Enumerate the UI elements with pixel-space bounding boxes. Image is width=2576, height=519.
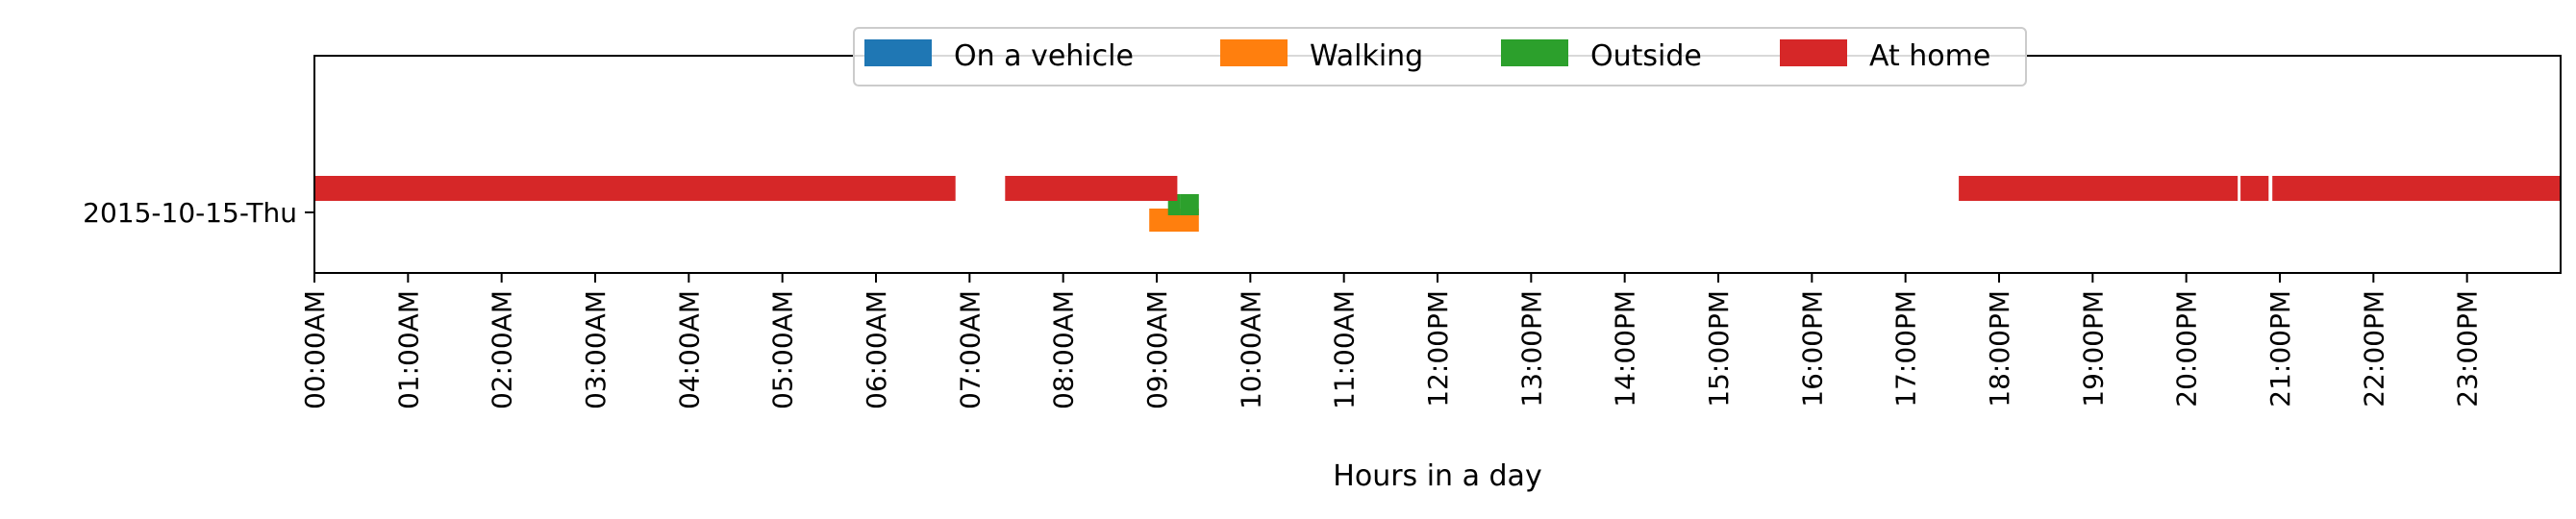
y-tick-label: 2015-10-15-Thu bbox=[83, 197, 297, 229]
bar-at-home-5 bbox=[2272, 176, 2561, 201]
x-tick-label-12: 12:00PM bbox=[1422, 290, 1454, 408]
x-tick-label-20: 20:00PM bbox=[2171, 290, 2203, 408]
x-tick-label-4: 04:00AM bbox=[673, 290, 705, 409]
x-tick-label-3: 03:00AM bbox=[580, 290, 612, 409]
x-axis-label: Hours in a day bbox=[1333, 459, 1541, 493]
x-tick-label-13: 13:00PM bbox=[1515, 290, 1547, 408]
legend-label-on-a-vehicle: On a vehicle bbox=[954, 39, 1134, 73]
x-tick-label-0: 00:00AM bbox=[299, 290, 331, 409]
x-tick-label-18: 18:00PM bbox=[1984, 290, 2015, 408]
x-tick-label-2: 02:00AM bbox=[487, 290, 518, 409]
x-tick-label-14: 14:00PM bbox=[1610, 290, 1641, 408]
x-tick-label-15: 15:00PM bbox=[1703, 290, 1735, 408]
bar-outside-2 bbox=[1180, 194, 1199, 215]
activity-bars bbox=[314, 176, 2561, 232]
y-axis: 2015-10-15-Thu bbox=[83, 197, 314, 229]
plot-frame bbox=[313, 55, 2562, 274]
legend-swatch-outside bbox=[1501, 39, 1568, 66]
bar-at-home-4 bbox=[2240, 176, 2269, 201]
x-tick-label-17: 17:00PM bbox=[1890, 290, 1922, 408]
legend-swatch-walking bbox=[1220, 39, 1288, 66]
x-tick-label-6: 06:00AM bbox=[861, 290, 892, 409]
x-tick-label-8: 08:00AM bbox=[1048, 290, 1080, 409]
bar-at-home-1 bbox=[314, 176, 956, 201]
bar-at-home-3 bbox=[1959, 176, 2238, 201]
legend-label-at-home: At home bbox=[1869, 39, 1990, 73]
x-tick-label-1: 01:00AM bbox=[392, 290, 424, 409]
x-tick-label-10: 10:00AM bbox=[1235, 290, 1266, 409]
x-tick-label-22: 22:00PM bbox=[2358, 290, 2389, 408]
legend-label-walking: Walking bbox=[1310, 39, 1423, 73]
x-tick-label-5: 05:00AM bbox=[767, 290, 799, 409]
x-tick-label-21: 21:00PM bbox=[2264, 290, 2296, 408]
legend-swatch-on-a-vehicle bbox=[864, 39, 932, 66]
x-tick-label-9: 09:00AM bbox=[1141, 290, 1173, 409]
legend-label-outside: Outside bbox=[1590, 39, 1702, 73]
legend-swatch-at-home bbox=[1780, 39, 1847, 66]
legend: On a vehicle Walking Outside At home bbox=[853, 27, 2027, 86]
x-tick-label-23: 23:00PM bbox=[2452, 290, 2484, 408]
x-tick-label-7: 07:00AM bbox=[954, 290, 986, 409]
x-axis: 00:00AM 01:00AM 02:00AM 03:00AM 04:00AM 05:00… bbox=[299, 273, 2484, 409]
legend-box bbox=[853, 27, 2027, 86]
x-tick-label-16: 16:00PM bbox=[1796, 290, 1828, 408]
x-tick-label-11: 11:00AM bbox=[1329, 290, 1361, 409]
bar-at-home-2 bbox=[1005, 176, 1178, 201]
x-tick-label-19: 19:00PM bbox=[2077, 290, 2109, 408]
